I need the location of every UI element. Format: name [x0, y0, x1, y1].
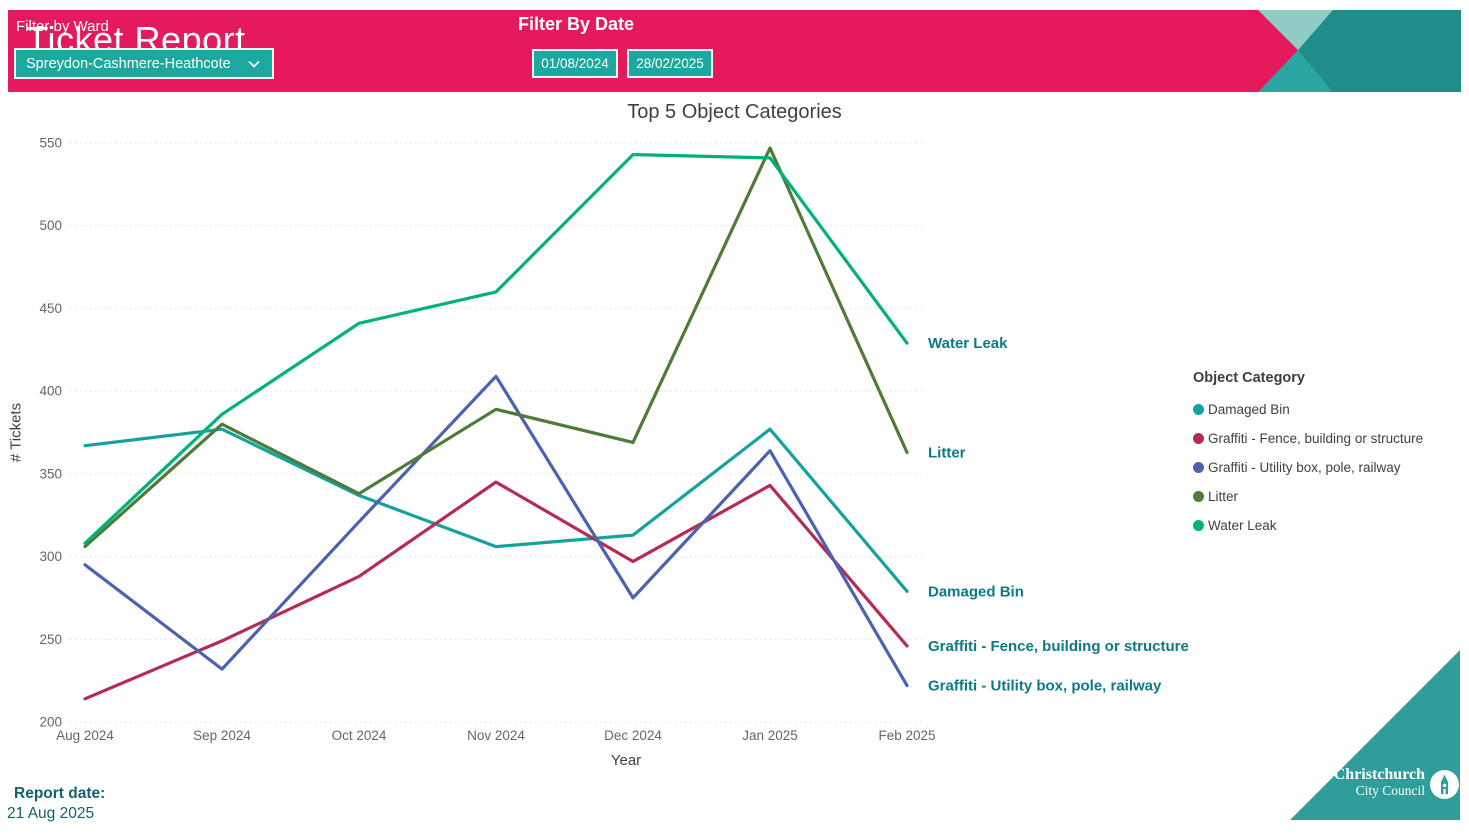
chevron-down-icon — [248, 60, 260, 68]
legend-item-label: Damaged Bin — [1208, 402, 1290, 417]
legend-dot-litter — [1193, 491, 1204, 502]
header-bar: Ticket Report 01 08 2024 - 28 02 2025 Fi… — [8, 10, 1461, 92]
council-logo-text: Christchurch City Council — [1322, 766, 1425, 798]
legend-title: Object Category — [1193, 370, 1305, 386]
ward-filter-dropdown[interactable]: Spreydon-Cashmere-Heathcote — [14, 48, 274, 79]
x-tick-label: Aug 2024 — [56, 728, 114, 743]
x-tick-label: Sep 2024 — [193, 728, 251, 743]
y-tick-label: 200 — [39, 715, 62, 730]
header-corner-decoration — [1256, 10, 1461, 92]
y-tick-label: 450 — [39, 301, 62, 316]
x-axis-title: Year — [610, 752, 642, 769]
legend-item-water-leak[interactable]: Water Leak — [1193, 511, 1463, 540]
series-line-graffiti-utility-box-pole-railway — [83, 374, 909, 688]
report-date-label: Report date: — [14, 785, 106, 802]
legend-item-label: Graffiti - Fence, building or structure — [1208, 431, 1424, 446]
legend-item-graffiti-fence-building-or-structure[interactable]: Graffiti - Fence, building or structure — [1193, 424, 1463, 453]
logo-line1: Christchurch — [1333, 766, 1425, 783]
y-tick-label: 400 — [39, 384, 62, 399]
x-tick-label: Oct 2024 — [332, 728, 387, 743]
legend-dot-damaged-bin — [1193, 404, 1204, 415]
ward-filter-label: Filter by Ward — [16, 18, 109, 35]
ward-filter-selected-value: Spreydon-Cashmere-Heathcote — [26, 55, 231, 72]
legend-item-graffiti-utility-box-pole-railway[interactable]: Graffiti - Utility box, pole, railway — [1193, 453, 1463, 482]
council-logo-icon — [1430, 770, 1459, 799]
series-line-damaged-bin — [83, 427, 909, 593]
chart-legend: Object Category Damaged Bin Graffiti - Fe… — [1193, 370, 1463, 540]
series-end-label-graffiti-fence-building-or-structure: Graffiti - Fence, building or structure — [928, 638, 1189, 655]
date-filter-end-input[interactable]: 28/02/2025 — [627, 49, 713, 78]
series-line-water-leak — [83, 153, 909, 545]
series-line-graffiti-fence-building-or-structure — [83, 480, 909, 701]
y-tick-label: 350 — [39, 466, 62, 481]
x-tick-label: Nov 2024 — [467, 728, 525, 743]
legend-items: Damaged Bin Graffiti - Fence, building or… — [1193, 395, 1463, 540]
chart-title: Top 5 Object Categories — [627, 101, 842, 123]
report-date-value: 21 Aug 2025 — [7, 805, 95, 822]
legend-dot-graffiti-utility-box-pole-railway — [1193, 462, 1204, 473]
logo-line2: City Council — [1355, 782, 1425, 798]
x-tick-label: Jan 2025 — [742, 728, 798, 743]
series-end-label-graffiti-utility-box-pole-railway: Graffiti - Utility box, pole, railway — [928, 678, 1162, 695]
series-line-litter — [83, 146, 909, 549]
series-end-label-damaged-bin: Damaged Bin — [928, 583, 1024, 600]
series-end-label-water-leak: Water Leak — [928, 335, 1008, 352]
legend-dot-graffiti-fence-building-or-structure — [1193, 433, 1204, 444]
legend-item-litter[interactable]: Litter — [1193, 482, 1463, 511]
y-tick-label: 500 — [39, 218, 62, 233]
legend-item-label: Water Leak — [1208, 518, 1277, 533]
legend-item-label: Graffiti - Utility box, pole, railway — [1208, 460, 1401, 475]
y-tick-label: 300 — [39, 549, 62, 564]
date-filter-start-input[interactable]: 01/08/2024 — [532, 49, 618, 78]
legend-dot-water-leak — [1193, 520, 1204, 531]
x-tick-label: Feb 2025 — [878, 728, 935, 743]
y-axis-title: # Tickets — [7, 402, 25, 463]
cathedral-icon — [1441, 774, 1448, 795]
y-tick-label: 550 — [39, 136, 62, 151]
legend-item-damaged-bin[interactable]: Damaged Bin — [1193, 395, 1463, 424]
series-end-label-litter: Litter — [928, 444, 966, 461]
y-tick-label: 250 — [39, 632, 62, 647]
date-filter-label: Filter By Date — [518, 14, 635, 34]
x-tick-label: Dec 2024 — [604, 728, 662, 743]
legend-item-label: Litter — [1208, 489, 1239, 504]
